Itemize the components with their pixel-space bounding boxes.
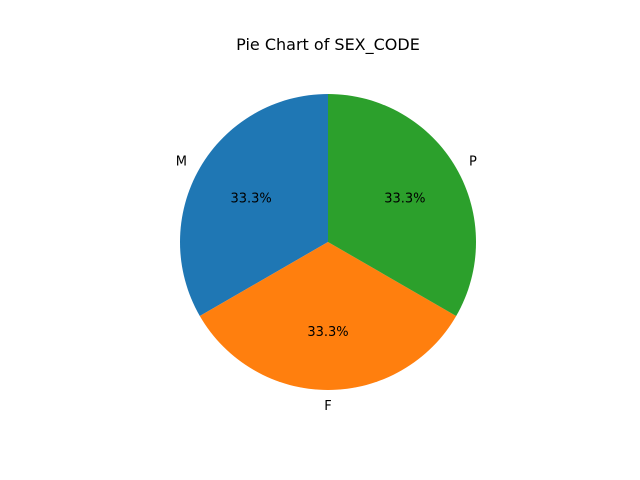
slice-label-f: F: [324, 399, 331, 414]
pie-slices: [180, 94, 476, 390]
pie-slice-m: [180, 94, 328, 316]
percent-label-f: 33.3%: [307, 325, 348, 340]
slice-label-m: M: [176, 155, 187, 170]
slice-label-p: P: [469, 155, 477, 170]
chart-title: Pie Chart of SEX_CODE: [236, 35, 420, 55]
pie-labels: M 33.3% F 33.3% P 33.3%: [176, 155, 477, 414]
percent-label-p: 33.3%: [384, 192, 425, 207]
percent-label-m: 33.3%: [230, 192, 271, 207]
pie-slice-p: [328, 94, 476, 316]
